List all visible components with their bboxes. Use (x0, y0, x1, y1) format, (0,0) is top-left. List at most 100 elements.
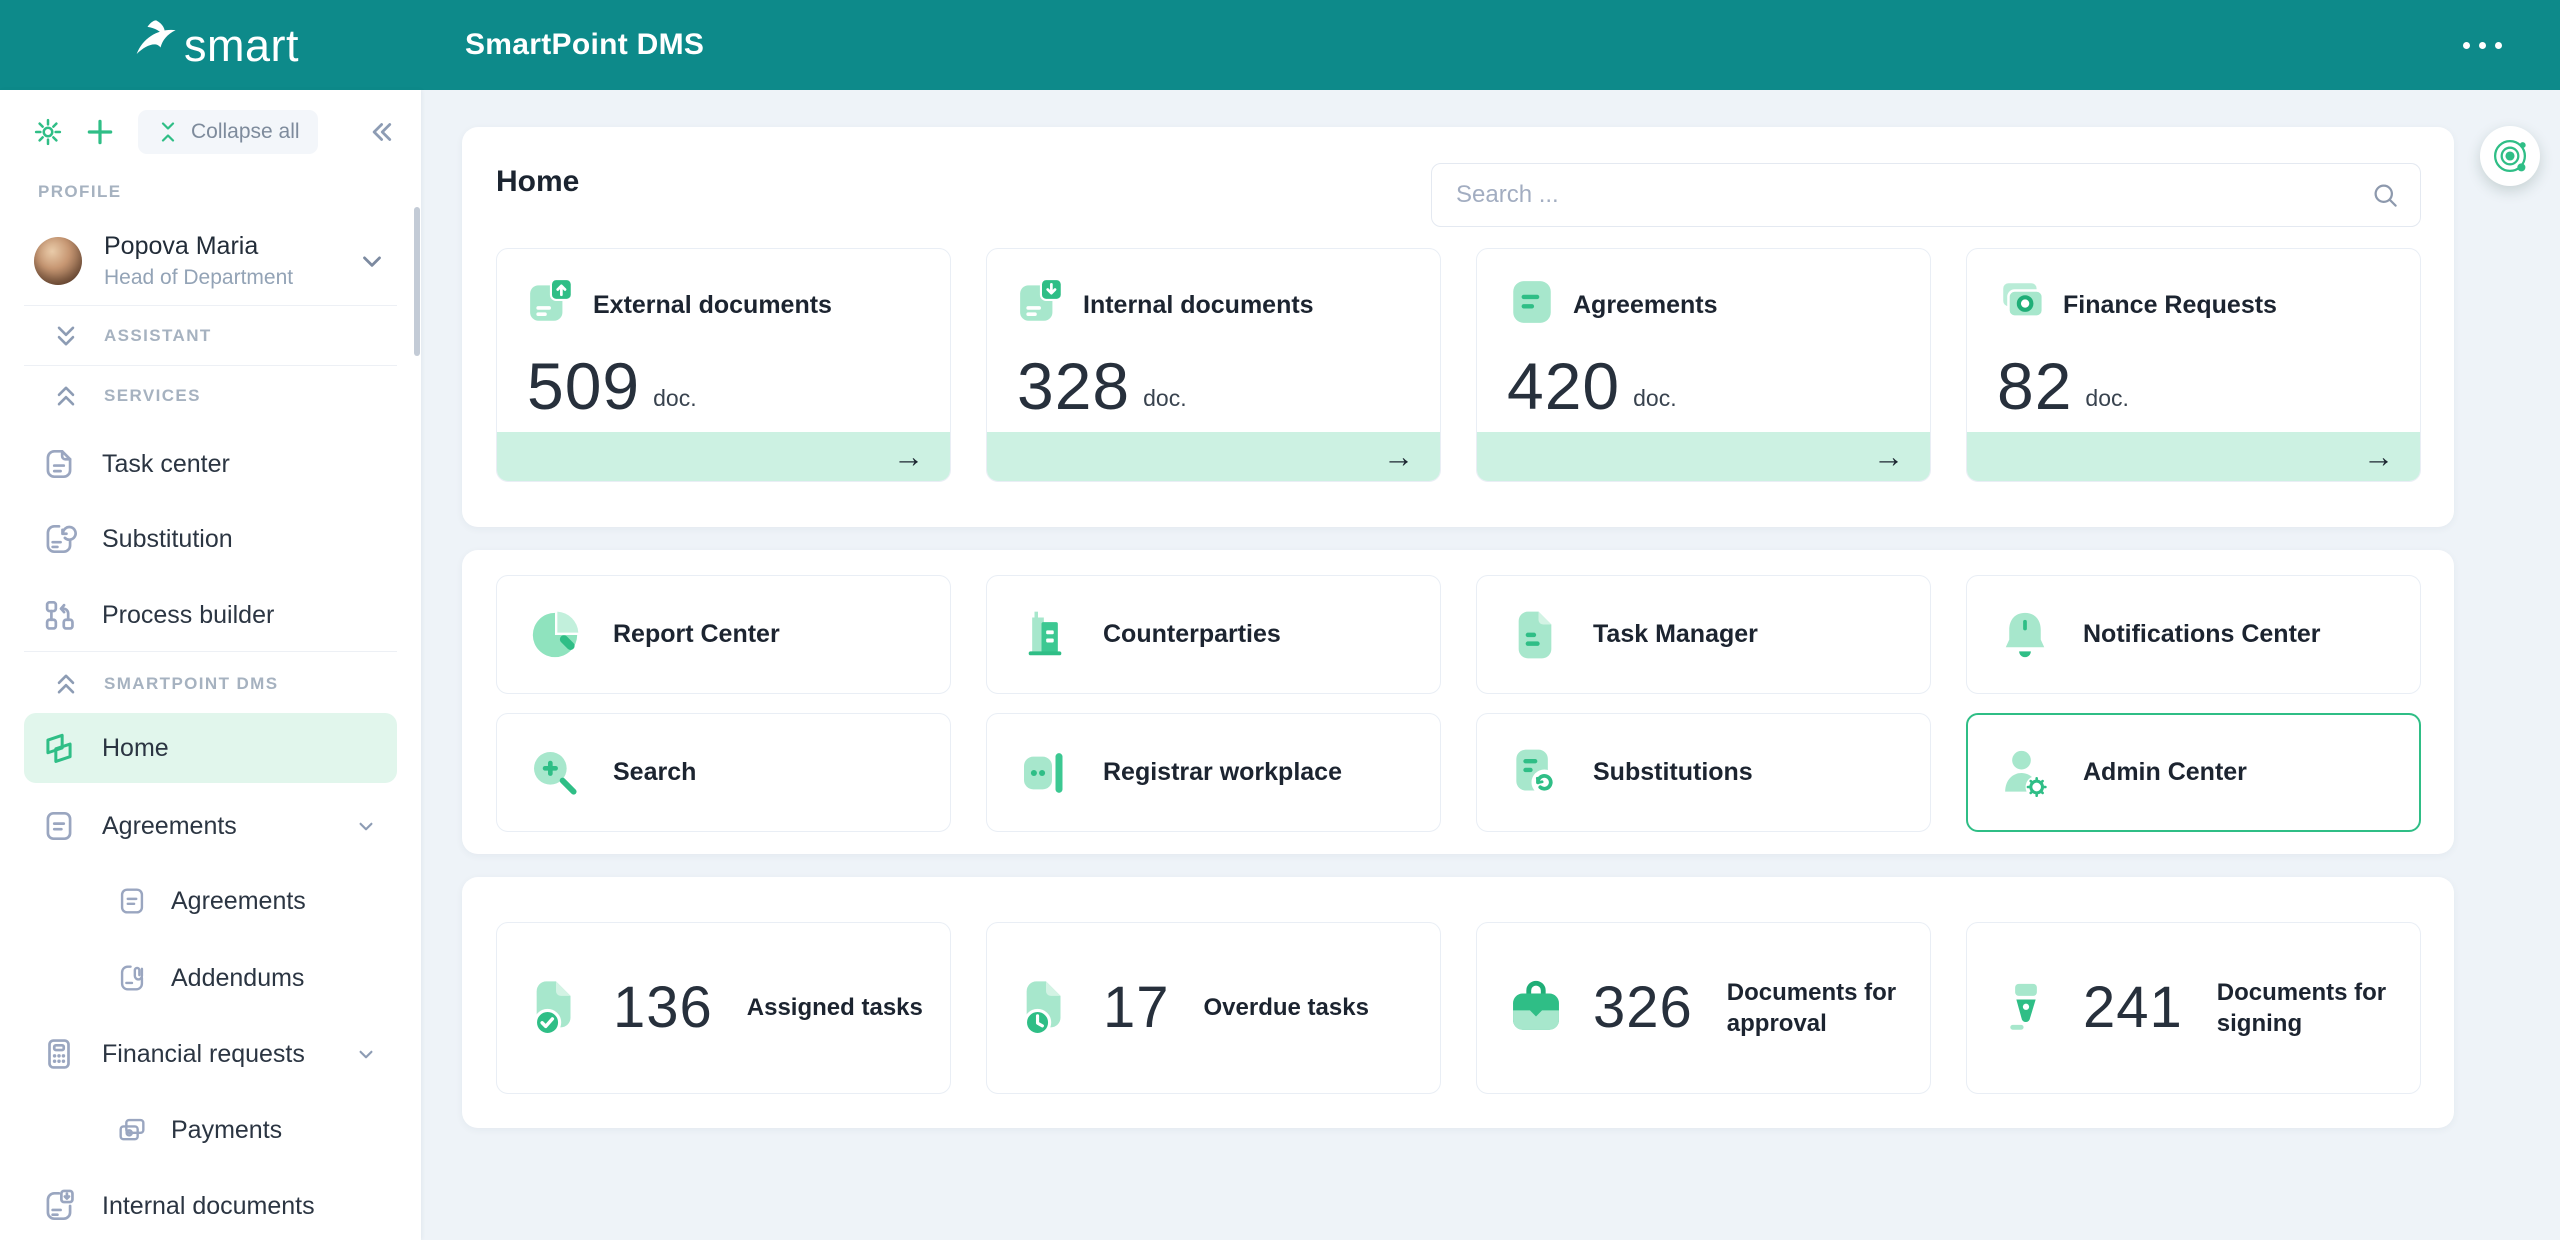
card-count: 328 (1017, 349, 1131, 423)
sidebar-item-label: Addendums (171, 963, 305, 992)
sidebar-item-addendums[interactable]: Addendums (24, 954, 397, 1002)
card-title: Finance Requests (2063, 291, 2277, 319)
double-chevron-up-icon (57, 674, 75, 694)
card-external-documents[interactable]: External documents 509 doc. → (496, 248, 951, 482)
chevron-down-icon (359, 822, 373, 831)
services-grid: Report Center Counterparties T (496, 575, 2421, 832)
documents-panel: Home External documents 509 doc. (462, 127, 2454, 527)
card-unit: doc. (653, 385, 697, 411)
home-icon (46, 733, 72, 763)
stat-label: Overdue tasks (1203, 994, 1369, 1022)
card-unit: doc. (2085, 385, 2129, 411)
collapse-sidebar-button[interactable] (359, 110, 403, 154)
card-overdue-tasks[interactable]: 17 Overdue tasks (986, 922, 1441, 1094)
sidebar-item-label: Agreements (102, 811, 237, 840)
card-counterparties[interactable]: Counterparties (986, 575, 1441, 694)
dms-section-toggle[interactable]: SMARTPOINT DMS (52, 666, 397, 702)
card-assigned-tasks[interactable]: 136 Assigned tasks (496, 922, 951, 1094)
collapse-all-label: Collapse all (191, 120, 300, 143)
card-internal-documents[interactable]: Internal documents 328 doc. → (986, 248, 1441, 482)
arrow-right-icon: → (893, 439, 924, 474)
card-agreements[interactable]: Agreements 420 doc. → (1476, 248, 1931, 482)
profile-name: Popova Maria (104, 232, 259, 260)
search-service-icon (534, 751, 577, 795)
collapse-all-button[interactable]: Collapse all (138, 110, 318, 154)
card-substitutions[interactable]: Substitutions (1476, 713, 1931, 832)
services-section-toggle[interactable]: SERVICES (52, 378, 397, 414)
finance-requests-icon (2003, 283, 2045, 318)
sidebar-item-financial-requests[interactable]: Financial requests (24, 1030, 397, 1078)
profile-section-label: PROFILE (38, 182, 122, 201)
assistant-section-toggle[interactable]: ASSISTANT (52, 318, 397, 354)
stat-count: 17 (1103, 975, 1170, 1040)
card-task-manager[interactable]: Task Manager (1476, 575, 1931, 694)
stat-cards-row: 136 Assigned tasks 17 Overdue tasks (496, 922, 2421, 1094)
card-registrar-workplace[interactable]: Registrar workplace (986, 713, 1441, 832)
payments-icon (119, 1118, 145, 1141)
card-count: 420 (1507, 349, 1621, 423)
services-section-label: SERVICES (104, 386, 201, 405)
sidebar-item-agreements[interactable]: Agreements (24, 802, 397, 850)
sidebar-item-label: Payments (171, 1115, 283, 1144)
sidebar-scrollbar-thumb[interactable] (414, 207, 420, 356)
more-menu-button[interactable] (2452, 28, 2512, 62)
sidebar-item-label: Home (102, 733, 169, 762)
documents-approval-icon (1513, 980, 1559, 1030)
dms-section-label: SMARTPOINT DMS (104, 674, 279, 693)
search-icon[interactable] (2370, 180, 2400, 210)
double-chevron-down-icon (57, 326, 75, 346)
stats-panel: 136 Assigned tasks 17 Overdue tasks (462, 877, 2454, 1128)
card-finance-requests[interactable]: Finance Requests 82 doc. → (1966, 248, 2421, 482)
task-center-icon (46, 449, 72, 479)
profile[interactable]: Popova Maria Head of Department (24, 225, 397, 297)
sidebar-item-label: Task center (102, 449, 230, 478)
service-label: Admin Center (2083, 758, 2247, 786)
card-admin-center[interactable]: Admin Center (1966, 713, 2421, 832)
counterparties-icon (1028, 611, 1062, 655)
report-center-icon (532, 611, 579, 657)
card-notifications-center[interactable]: Notifications Center (1966, 575, 2421, 694)
sidebar-item-payments[interactable]: Payments (24, 1106, 397, 1154)
documents-signing-icon (2010, 983, 2037, 1030)
sidebar-item-process-builder[interactable]: Process builder (24, 591, 397, 639)
card-search[interactable]: Search (496, 713, 951, 832)
card-count: 82 (1997, 349, 2073, 423)
brand-logo: smart (128, 0, 299, 90)
sidebar-item-task-center[interactable]: Task center (24, 440, 397, 488)
sidebar-item-home[interactable]: Home (24, 713, 397, 783)
card-report-center[interactable]: Report Center (496, 575, 951, 694)
service-label: Report Center (613, 620, 780, 648)
sidebar-toolbar: Collapse all (24, 108, 403, 156)
search-box (1431, 163, 2421, 227)
registrar-workplace-icon (1024, 752, 1063, 793)
doc-cards-row: External documents 509 doc. → Internal d… (496, 248, 2421, 482)
gear-icon (34, 118, 62, 146)
app-title: SmartPoint DMS (465, 28, 705, 61)
assistant-orbit-button[interactable] (2480, 126, 2540, 186)
sidebar-item-substitution[interactable]: Substitution (24, 515, 397, 563)
stat-count: 241 (2083, 975, 2183, 1040)
card-count: 509 (527, 349, 641, 423)
card-title: Agreements (1573, 291, 1718, 319)
agreements-icon (46, 811, 72, 841)
card-documents-for-signing[interactable]: 241 Documents for signing (1966, 922, 2421, 1094)
card-footer[interactable]: → (1967, 432, 2420, 481)
double-chevron-up-icon (57, 386, 75, 406)
card-documents-for-approval[interactable]: 326 Documents for approval (1476, 922, 1931, 1094)
stat-count: 326 (1593, 975, 1693, 1040)
sidebar-item-agreements-sub[interactable]: Agreements (24, 877, 397, 925)
process-builder-icon (45, 600, 74, 630)
search-input[interactable] (1454, 180, 2370, 210)
settings-button[interactable] (28, 112, 68, 152)
card-footer[interactable]: → (1477, 432, 1930, 481)
stat-label: Assigned tasks (746, 994, 923, 1022)
card-footer[interactable]: → (497, 432, 950, 481)
agreements-sub-icon (120, 888, 144, 914)
services-panel: Report Center Counterparties T (462, 550, 2454, 854)
card-unit: doc. (1143, 385, 1187, 411)
add-button[interactable] (80, 112, 120, 152)
card-footer[interactable]: → (987, 432, 1440, 481)
logo-bird-icon (136, 20, 176, 54)
sidebar-item-internal-documents[interactable]: Internal documents (24, 1182, 397, 1230)
internal-documents-icon (46, 1189, 74, 1221)
